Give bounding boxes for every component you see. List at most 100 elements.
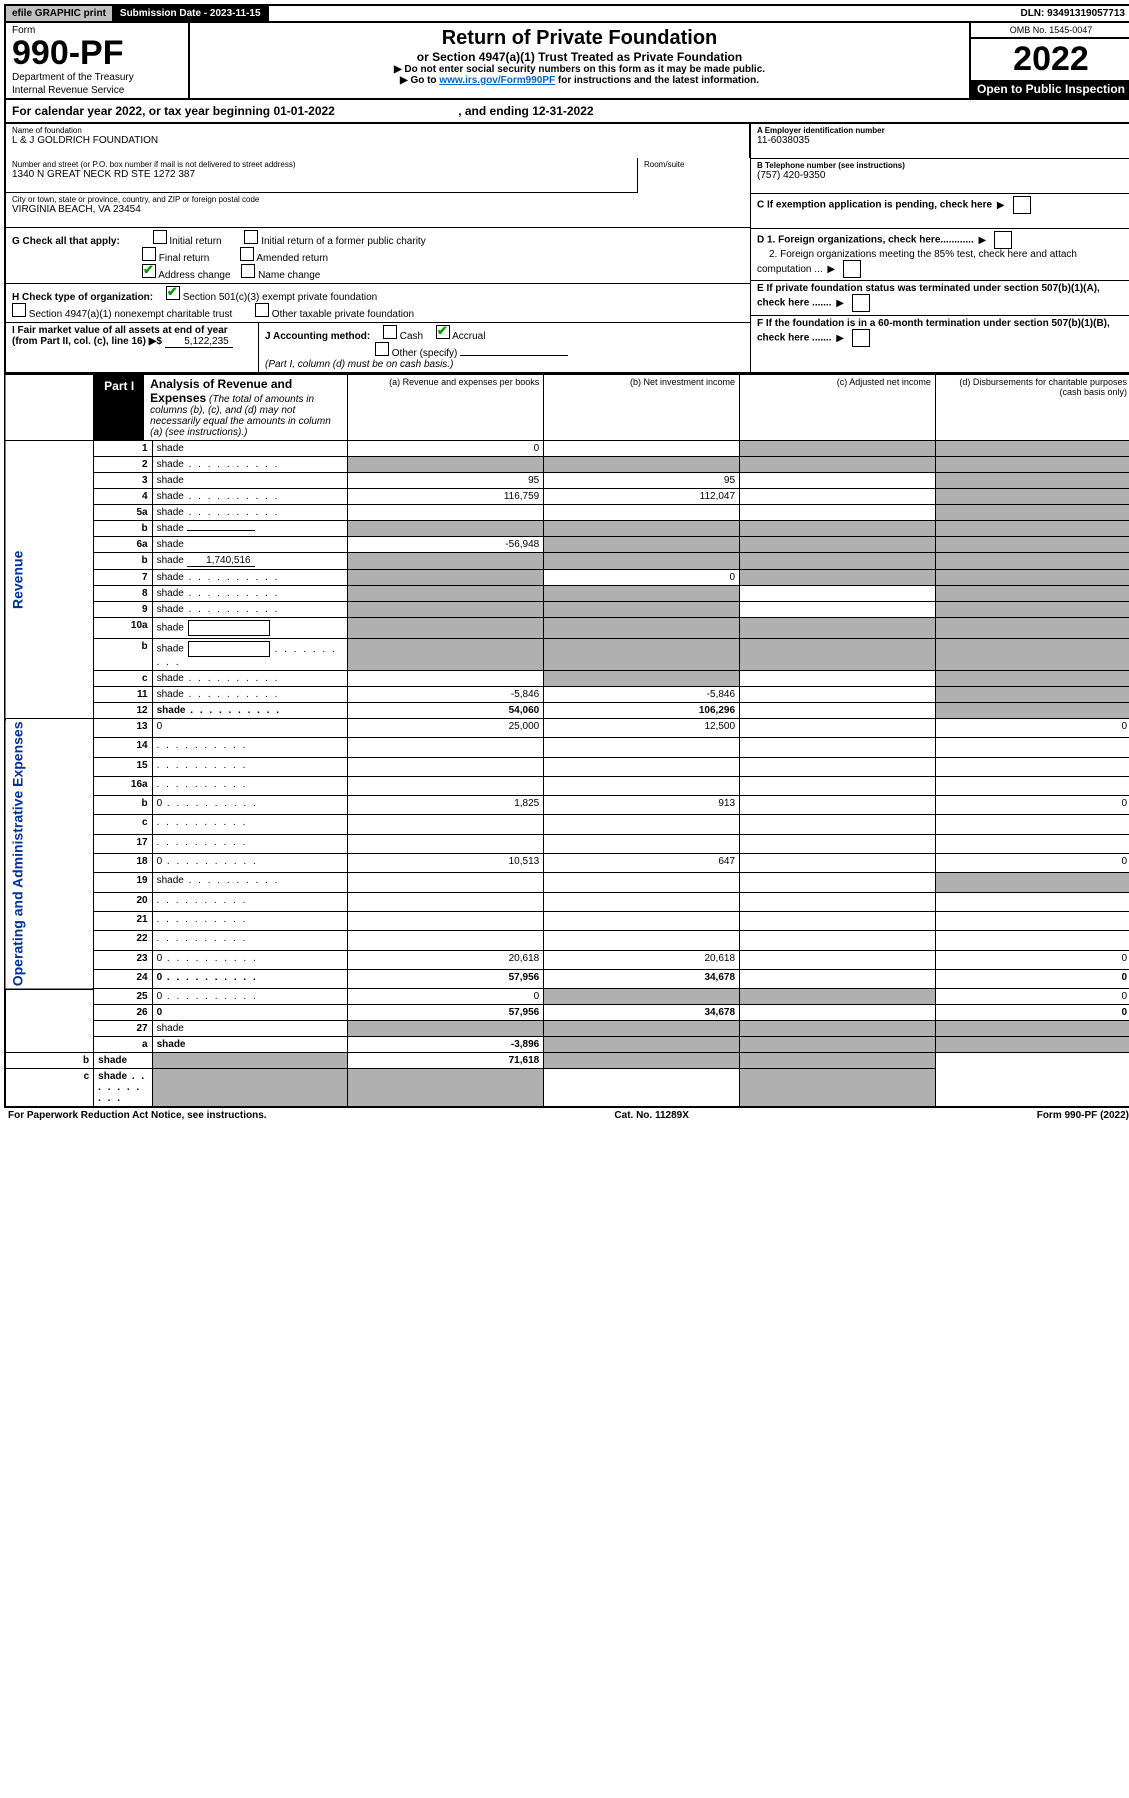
- row-description: shade: [152, 570, 348, 586]
- cell-a: [348, 586, 544, 602]
- cell-c: [740, 457, 936, 473]
- room-label: Room/suite: [644, 160, 744, 169]
- address-change-checkbox[interactable]: [142, 264, 156, 278]
- row-description: shade: [152, 586, 348, 602]
- cell-c: [740, 1021, 936, 1037]
- row-number: 11: [94, 687, 152, 703]
- cell-a: -3,896: [348, 1037, 544, 1053]
- accrual-checkbox[interactable]: [436, 325, 450, 339]
- table-row: 10ashade: [5, 618, 1129, 639]
- table-row: 16a: [5, 776, 1129, 795]
- cell-b: [544, 989, 740, 1005]
- omb-number: OMB No. 1545-0047: [971, 23, 1129, 39]
- cell-b: [544, 441, 740, 457]
- table-row: bshade: [5, 639, 1129, 671]
- row-number: 4: [94, 489, 152, 505]
- instructions-note: ▶ Go to www.irs.gov/Form990PF for instru…: [198, 75, 961, 86]
- catalog-number: Cat. No. 11289X: [614, 1110, 688, 1121]
- table-row: 6ashade-56,948: [5, 537, 1129, 553]
- table-row: ashade-3,896: [5, 1037, 1129, 1053]
- cell-d: [935, 441, 1129, 457]
- cell-b: 95: [544, 473, 740, 489]
- row-description: shade: [152, 489, 348, 505]
- table-row: 2shade: [5, 457, 1129, 473]
- ein-value: 11-6038035: [757, 135, 1125, 146]
- cell-b: [544, 911, 740, 930]
- row-number: 22: [94, 931, 152, 950]
- cell-d: [935, 553, 1129, 570]
- row-description: shade: [152, 521, 348, 537]
- row-description: [152, 738, 348, 757]
- table-row: 12shade54,060106,296: [5, 703, 1129, 719]
- cell-c: [740, 796, 936, 815]
- row-number: b: [94, 553, 152, 570]
- row-description: 0: [152, 989, 348, 1005]
- cell-a: [348, 757, 544, 776]
- cell-b: 647: [544, 854, 740, 873]
- cell-a: [348, 618, 544, 639]
- cell-d: [935, 703, 1129, 719]
- cell-a: 95: [348, 473, 544, 489]
- row-number: 24: [94, 969, 152, 988]
- address-value: 1340 N GREAT NECK RD STE 1272 387: [12, 169, 631, 180]
- table-row: 9shade: [5, 602, 1129, 618]
- cell-a: 116,759: [348, 489, 544, 505]
- cell-d: [935, 1021, 1129, 1037]
- cell-c: [740, 1005, 936, 1021]
- cell-a: [348, 931, 544, 950]
- cell-c: [740, 815, 936, 834]
- cell-a: [348, 1021, 544, 1037]
- cell-d: [935, 834, 1129, 853]
- cell-a: [348, 815, 544, 834]
- cell-b: [544, 834, 740, 853]
- cell-d: [740, 1053, 936, 1069]
- cell-c: [740, 776, 936, 795]
- row-number: b: [94, 521, 152, 537]
- paperwork-notice: For Paperwork Reduction Act Notice, see …: [8, 1110, 267, 1121]
- cell-b: [544, 1021, 740, 1037]
- row-description: 0: [152, 796, 348, 815]
- cell-d: [935, 1037, 1129, 1053]
- 501c3-checkbox[interactable]: [166, 286, 180, 300]
- cell-b: [544, 457, 740, 473]
- row-number: 21: [94, 911, 152, 930]
- table-row: cshade: [5, 671, 1129, 687]
- section-g: G Check all that apply: Initial return I…: [6, 228, 750, 284]
- row-number: b: [94, 639, 152, 671]
- efile-label[interactable]: efile GRAPHIC print: [6, 6, 114, 21]
- row-number: 9: [94, 602, 152, 618]
- cell-c: [740, 989, 936, 1005]
- section-d: D 1. Foreign organizations, check here..…: [751, 229, 1129, 281]
- row-description: 0: [152, 950, 348, 969]
- cell-d: 0: [935, 989, 1129, 1005]
- cell-c: [740, 1037, 936, 1053]
- cell-b: 106,296: [544, 703, 740, 719]
- cell-d: [935, 931, 1129, 950]
- cell-a: 0: [348, 989, 544, 1005]
- cell-c: [740, 757, 936, 776]
- cell-c: [740, 854, 936, 873]
- row-number: 26: [94, 1005, 152, 1021]
- cell-c: [740, 969, 936, 988]
- row-number: a: [94, 1037, 152, 1053]
- cell-d: 0: [935, 719, 1129, 738]
- row-description: 0: [152, 1005, 348, 1021]
- instructions-link[interactable]: www.irs.gov/Form990PF: [439, 75, 555, 86]
- cell-a: 25,000: [348, 719, 544, 738]
- table-row: 19shade: [5, 873, 1129, 892]
- row-number: 20: [94, 892, 152, 911]
- cell-b: [544, 815, 740, 834]
- cell-d: [935, 892, 1129, 911]
- table-row: b01,8259130: [5, 796, 1129, 815]
- cell-d: [935, 570, 1129, 586]
- phone-value: (757) 420-9350: [757, 170, 1125, 181]
- cell-a: 57,956: [348, 969, 544, 988]
- dept-treasury: Department of the Treasury: [12, 72, 182, 83]
- cell-a: [348, 639, 544, 671]
- cell-c: [740, 618, 936, 639]
- city-label: City or town, state or province, country…: [12, 195, 744, 204]
- cell-b: [544, 776, 740, 795]
- table-row: 11shade-5,846-5,846: [5, 687, 1129, 703]
- row-description: [152, 911, 348, 930]
- cell-b: [544, 553, 740, 570]
